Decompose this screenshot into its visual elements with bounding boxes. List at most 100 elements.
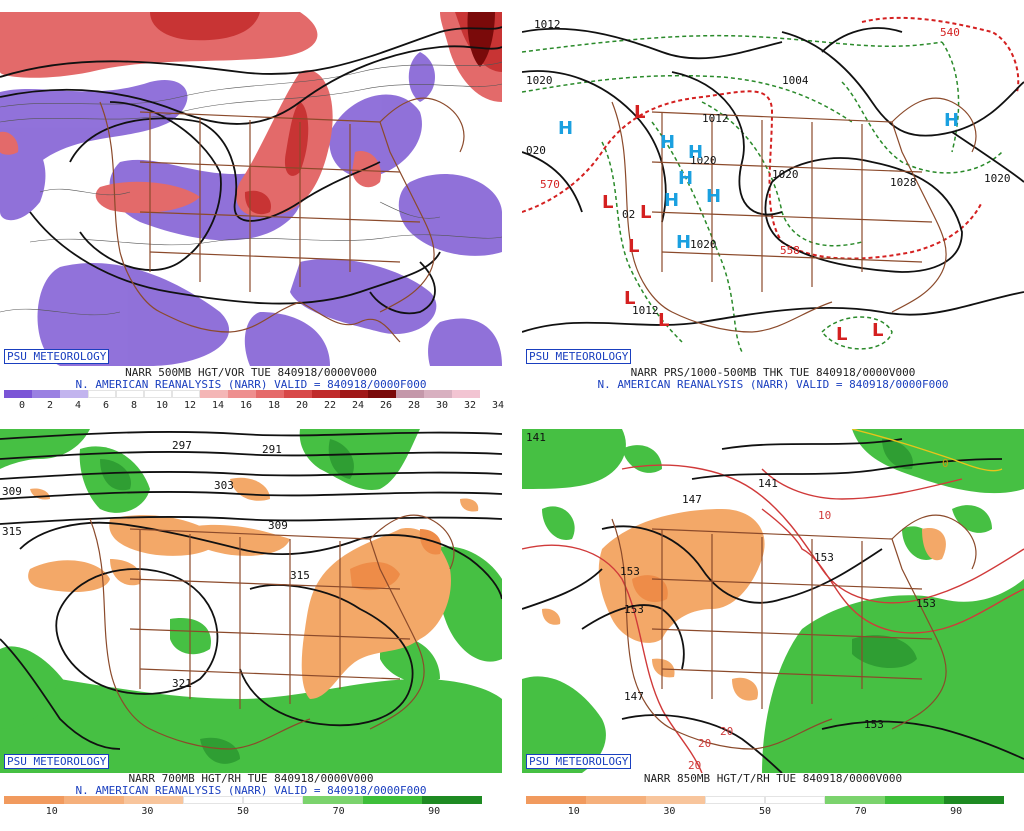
colorbar-tick-label: 90 (428, 806, 441, 817)
colorbar-segment (396, 390, 424, 398)
colorbar-segment (585, 796, 646, 804)
colorbar-segment (256, 390, 284, 398)
colorbar-segment (368, 390, 396, 398)
contour-label: 309 (2, 485, 22, 498)
panel-caption: NARR 700MB HGT/RH TUE 840918/0000V000 (128, 772, 374, 785)
high-pressure-center: H (660, 132, 675, 153)
thickness-label: 570 (540, 178, 560, 191)
contour-label: 147 (624, 690, 644, 703)
colorbar-segment (340, 390, 368, 398)
isobar-label: 1012 (702, 112, 729, 125)
colorbar-segment (228, 390, 256, 398)
isobar-label: 1012 (632, 304, 659, 317)
brand-label: PSU METEOROLOGY (526, 754, 632, 769)
colorbar-tick-label: 30 (435, 400, 449, 411)
contour-label: 153 (624, 603, 644, 616)
contour-label: 153 (916, 597, 936, 610)
isobar-label: 1020 (526, 74, 553, 87)
colorbar-segment (32, 390, 60, 398)
isobar-label: 1020 (772, 168, 799, 181)
colorbar-tick-label: 50 (758, 806, 772, 817)
contour-label: 141 (758, 477, 778, 490)
colorbar-tick-label: 10 (155, 400, 169, 411)
colorbar-humidity (526, 796, 1004, 804)
temperature-label: 20 (720, 725, 733, 738)
colorbar-segment (284, 390, 312, 398)
high-pressure-center: H (558, 118, 573, 139)
colorbar-tick-label: 2 (46, 400, 54, 411)
thickness-label: 540 (940, 26, 960, 39)
colorbar-tick-label: 34 (491, 400, 505, 411)
map-500mb-vorticity (0, 12, 502, 366)
colorbar-segment (312, 390, 340, 398)
contour-label: 153 (814, 551, 834, 564)
colorbar-tick-label: 0 (18, 400, 26, 411)
contour-label: 309 (268, 519, 288, 532)
contour-label: 153 (864, 718, 884, 731)
panel-caption: NARR 850MB HGT/T/RH TUE 840918/0000V000 (643, 772, 903, 785)
contour-label: 147 (682, 493, 702, 506)
colorbar-tick-label: 30 (663, 806, 676, 817)
colorbar-tick-label: 70 (854, 806, 867, 817)
map-850mb-temperature-humidity: 141 147 141 153 153 153 153 153 147 10 2… (522, 429, 1024, 773)
map-700mb-humidity: 297 291 303 309 315 315 321 309 (0, 429, 502, 773)
colorbar-segment (645, 796, 706, 804)
colorbar-tick-label: 10 (567, 806, 580, 817)
panel-surface-pressure: 1012 1020 020 1012 1020 1020 1020 1028 1… (522, 12, 1024, 414)
high-pressure-center: H (706, 186, 721, 207)
high-pressure-center: H (688, 142, 703, 163)
colorbar-segment (183, 796, 243, 804)
low-pressure-center: L (628, 236, 639, 257)
temperature-label: 20 (688, 759, 701, 772)
colorbar-tick-label: 14 (211, 400, 225, 411)
colorbar-segment (884, 796, 945, 804)
colorbar-segment (200, 390, 228, 398)
high-pressure-center: H (664, 190, 679, 211)
colorbar-tick-label: 50 (236, 806, 250, 817)
contour-label: 291 (262, 443, 282, 456)
isobar-label: 1020 (690, 238, 717, 251)
colorbar-segment (88, 390, 116, 398)
colorbar-segment (424, 390, 452, 398)
colorbar-segment (144, 390, 172, 398)
colorbar-tick-label: 70 (332, 806, 345, 817)
colorbar-segment (243, 796, 303, 804)
temperature-label: 10 (818, 509, 831, 522)
isobar-label: 02 (622, 208, 635, 221)
panel-850mb: 141 147 141 153 153 153 153 153 147 10 2… (522, 429, 1024, 831)
high-pressure-center: H (676, 232, 691, 253)
contour-label: 141 (526, 431, 546, 444)
temperature-label: 0 (942, 457, 949, 470)
contour-label: 321 (172, 677, 192, 690)
colorbar-tick-label: 8 (130, 400, 138, 411)
colorbar-vorticity (4, 390, 480, 398)
colorbar-tick-label: 4 (74, 400, 82, 411)
colorbar-segment (765, 796, 825, 804)
isobar-label: 1020 (984, 172, 1011, 185)
panel-700mb: 297 291 303 309 315 315 321 309 PSU METE… (0, 429, 502, 831)
brand-label: PSU METEOROLOGY (526, 349, 632, 364)
panel-caption-valid: N. AMERICAN REANALYSIS (NARR) VALID = 84… (597, 378, 949, 391)
isobar-label: 1020 (690, 154, 717, 167)
colorbar-tick-label: 6 (102, 400, 110, 411)
colorbar-segment (123, 796, 184, 804)
brand-label: PSU METEOROLOGY (4, 754, 110, 769)
colorbar-tick-label: 28 (407, 400, 421, 411)
thickness-label: 558 (780, 244, 800, 257)
contour-label: 315 (290, 569, 310, 582)
temperature-label: 20 (698, 737, 711, 750)
isobar-label: 1004 (782, 74, 809, 87)
colorbar-segment (172, 390, 200, 398)
colorbar-segment (452, 390, 480, 398)
panel-caption-valid: N. AMERICAN REANALYSIS (NARR) VALID = 84… (75, 784, 427, 797)
colorbar-tick-label: 32 (463, 400, 477, 411)
panel-500mb: PSU METEOROLOGY NARR 500MB HGT/VOR TUE 8… (0, 12, 505, 414)
colorbar-segment (705, 796, 765, 804)
colorbar-tick-label: 16 (239, 400, 253, 411)
colorbar-segment (362, 796, 423, 804)
colorbar-tick-label: 12 (183, 400, 197, 411)
low-pressure-center: L (634, 102, 645, 123)
brand-label: PSU METEOROLOGY (4, 349, 110, 364)
low-pressure-center: L (872, 320, 883, 341)
colorbar-tick-label: 26 (379, 400, 393, 411)
